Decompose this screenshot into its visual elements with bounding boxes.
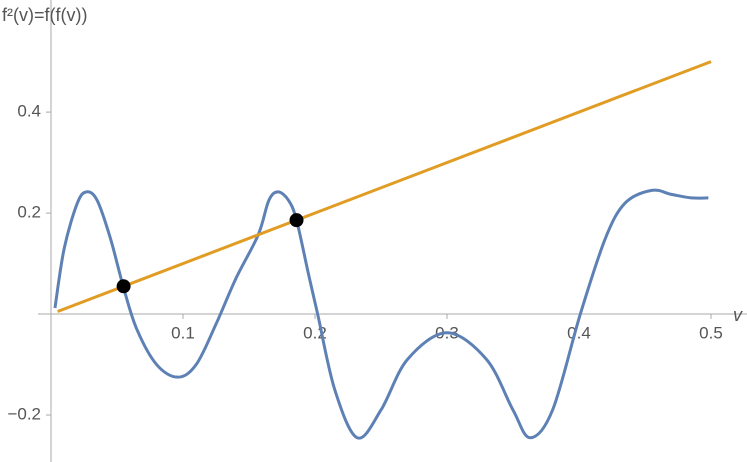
x-tick-label: 0.5 <box>699 324 723 343</box>
x-tick-label: 0.1 <box>171 324 195 343</box>
y-axis-label: f²(v)=f(f(v)) <box>2 5 87 25</box>
y-tick-label: 0.4 <box>17 102 41 121</box>
y-tick-label: 0.2 <box>17 203 41 222</box>
fixed-point <box>289 213 304 228</box>
y-tick-label: −0.2 <box>7 405 41 424</box>
x-tick-label: 0.4 <box>567 324 591 343</box>
x-axis-label: v <box>733 305 743 325</box>
series-line <box>57 60 712 313</box>
fixed-point <box>116 279 131 294</box>
